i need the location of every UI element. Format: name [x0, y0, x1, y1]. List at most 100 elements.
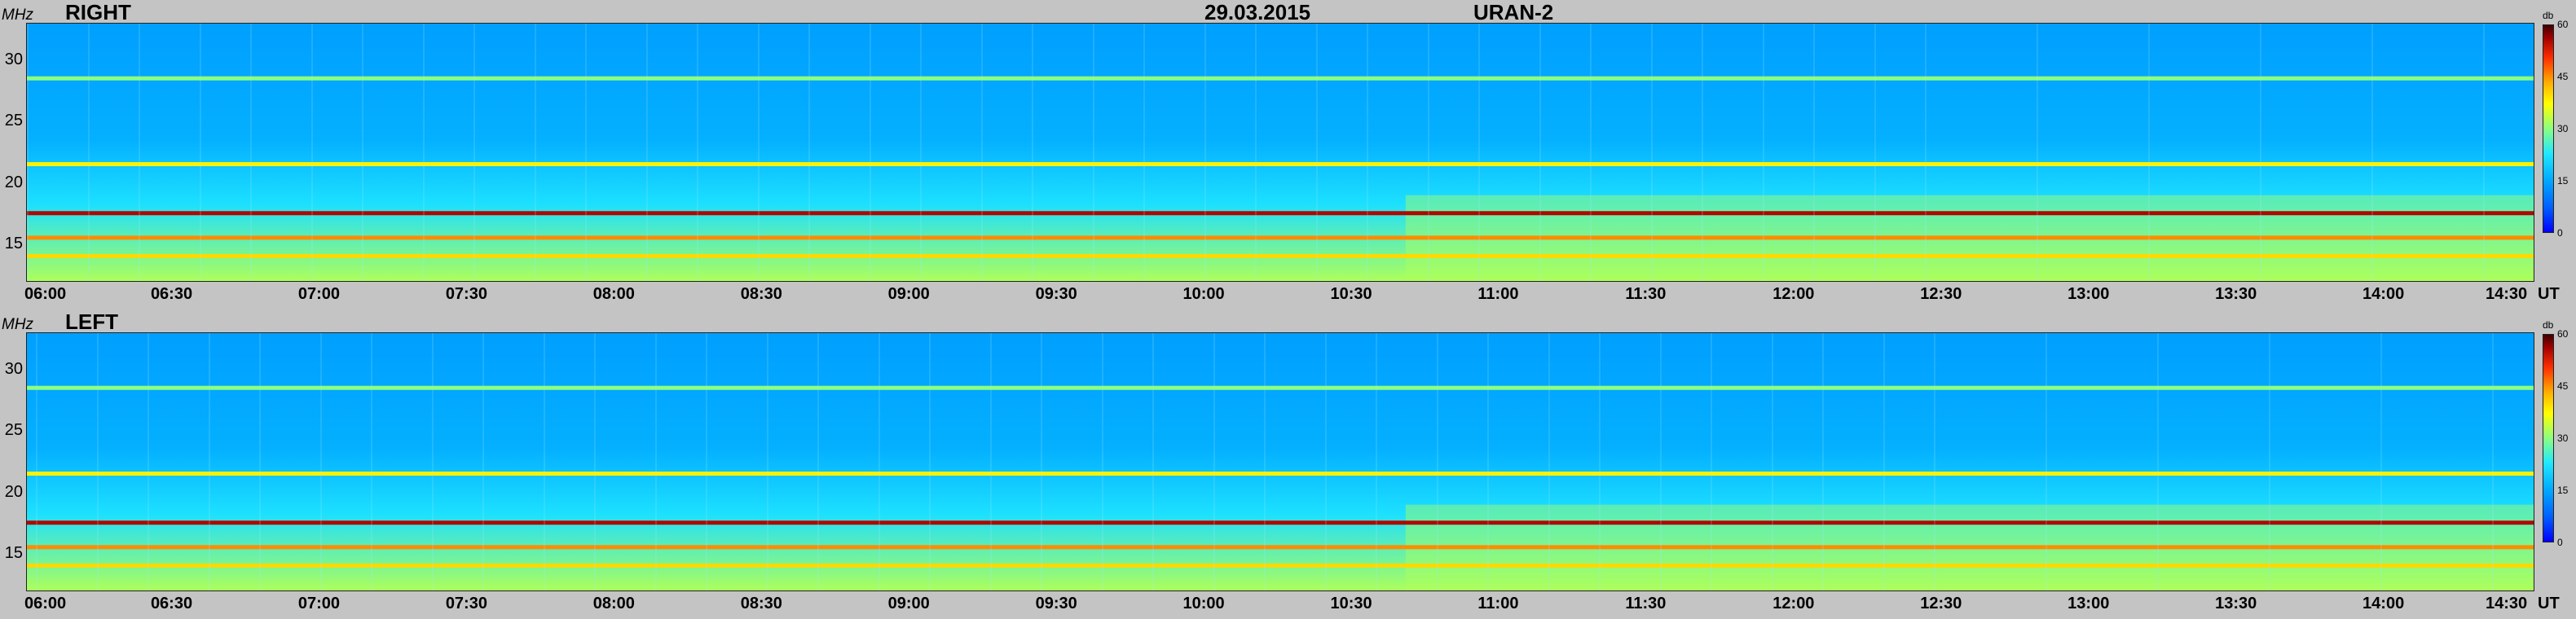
- x-tick-label: 07:00: [297, 595, 341, 612]
- x-tick-label: 12:30: [1920, 285, 1962, 303]
- heatmap-streak: [139, 24, 140, 281]
- heatmap-streak: [697, 24, 698, 281]
- heatmap-streak: [2037, 24, 2038, 281]
- heatmap-streak: [250, 24, 252, 281]
- heatmap-streak: [1883, 333, 1885, 590]
- heatmap-streak: [2371, 24, 2373, 281]
- heatmap-band: [27, 563, 2534, 568]
- heatmap-streak: [1152, 333, 1154, 590]
- heatmap-streak: [1599, 333, 1601, 590]
- heatmap-streak: [1487, 333, 1489, 590]
- y-tick-label: 15: [4, 543, 23, 562]
- heatmap-streak: [1813, 24, 1815, 281]
- heatmap-streak: [870, 24, 871, 281]
- heatmap-streak: [706, 333, 707, 590]
- heatmap-streak: [2269, 333, 2270, 590]
- y-tick-label: 15: [4, 234, 23, 252]
- x-tick-label: 08:00: [592, 595, 635, 612]
- heatmap-streak: [1325, 333, 1327, 590]
- heatmap-streak: [27, 24, 29, 281]
- heatmap-streak: [2045, 333, 2047, 590]
- heatmap-streak: [482, 333, 484, 590]
- x-tick-label: 09:30: [1035, 595, 1077, 612]
- heatmap-streak: [1213, 333, 1215, 590]
- x-tick-label: 12:00: [1772, 595, 1815, 612]
- heatmap-streak: [767, 333, 768, 590]
- heatmap-streak: [1874, 24, 1876, 281]
- heatmap-band: [27, 211, 2534, 216]
- heatmap-streak: [2492, 333, 2494, 590]
- heatmap-streak: [200, 24, 201, 281]
- colorbar-tick-label: 60: [2557, 19, 2569, 30]
- heatmap-band: [27, 385, 2534, 390]
- heatmap-band: [27, 76, 2534, 81]
- heatmap-streak: [1934, 333, 1935, 590]
- heatmap-streak: [1204, 24, 1206, 281]
- colorbar-tick-label: 60: [2557, 328, 2569, 340]
- x-tick-label: 09:00: [887, 285, 930, 303]
- y-tick-label: 20: [4, 482, 23, 501]
- y-unit-label-bottom: MHz: [2, 316, 34, 333]
- y-tick-label: 30: [4, 50, 23, 69]
- heatmap-streak: [1478, 24, 1480, 281]
- panel-label-left: LEFT: [65, 310, 118, 334]
- heatmap-streak: [535, 24, 536, 281]
- heatmap-streak: [1032, 24, 1033, 281]
- heatmap-streak: [981, 24, 983, 281]
- heatmap-streak: [1376, 333, 1377, 590]
- heatmap-streak: [817, 333, 819, 590]
- heatmap-streak: [1660, 333, 1662, 590]
- heatmap-streak: [1093, 24, 1094, 281]
- heatmap-streak: [585, 24, 587, 281]
- heatmap-streak: [1255, 24, 1257, 281]
- heatmap-band: [27, 472, 2534, 476]
- heatmap-streak: [929, 333, 931, 590]
- heatmap-streak: [36, 333, 37, 590]
- heatmap-streak: [1428, 24, 1429, 281]
- y-tick-label: 30: [4, 360, 23, 379]
- spectrogram-right: [26, 23, 2534, 282]
- heatmap-streak: [88, 24, 90, 281]
- x-tick-label: 08:30: [740, 595, 782, 612]
- x-tick-label: 13:00: [2067, 595, 2110, 612]
- heatmap-streak: [423, 24, 425, 281]
- heatmap-streak: [1264, 333, 1266, 590]
- x-tick-label: 10:30: [1330, 285, 1372, 303]
- colorbar-tick-label: 0: [2557, 227, 2563, 239]
- heatmap-streak: [2483, 24, 2485, 281]
- heatmap-streak: [209, 333, 210, 590]
- colorbar-unit-bottom: db: [2543, 319, 2554, 331]
- heatmap-right: [27, 24, 2534, 281]
- heatmap-band: [27, 253, 2534, 258]
- heatmap-streak: [371, 333, 372, 590]
- x-tick-label: 12:00: [1772, 285, 1815, 303]
- heatmap-streak: [594, 333, 596, 590]
- heatmap-streak: [2148, 24, 2150, 281]
- heatmap-streak: [1539, 24, 1541, 281]
- colorbar-tick-label: 0: [2557, 537, 2563, 548]
- heatmap-streak: [320, 333, 322, 590]
- heatmap-streak: [1702, 24, 1703, 281]
- x-tick-label: 07:00: [297, 285, 341, 303]
- x-tick-label: 10:30: [1330, 595, 1372, 612]
- x-tick-label: 07:30: [445, 285, 487, 303]
- heatmap-streak: [1763, 24, 1764, 281]
- heatmap-streak: [808, 24, 810, 281]
- x-tick-label: 09:30: [1035, 285, 1077, 303]
- heatmap-streak: [1367, 24, 1368, 281]
- heatmap-streak: [655, 333, 657, 590]
- y-tick-label: 20: [4, 173, 23, 191]
- x-tick-label: 12:30: [1920, 595, 1962, 612]
- heatmap-streak: [1590, 24, 1592, 281]
- x-tick-label: 07:30: [445, 595, 487, 612]
- heatmap-streak: [432, 333, 434, 590]
- heatmap-streak: [1822, 333, 1824, 590]
- heatmap-band: [27, 520, 2534, 525]
- heatmap-streak: [2157, 333, 2159, 590]
- heatmap-streak: [1041, 333, 1042, 590]
- x-tick-label: 14:00: [2362, 595, 2405, 612]
- spectrogram-left: [26, 332, 2534, 591]
- x-tick-label: 11:30: [1625, 595, 1667, 612]
- heatmap-streak: [259, 333, 261, 590]
- x-tick-label: 10:00: [1182, 595, 1225, 612]
